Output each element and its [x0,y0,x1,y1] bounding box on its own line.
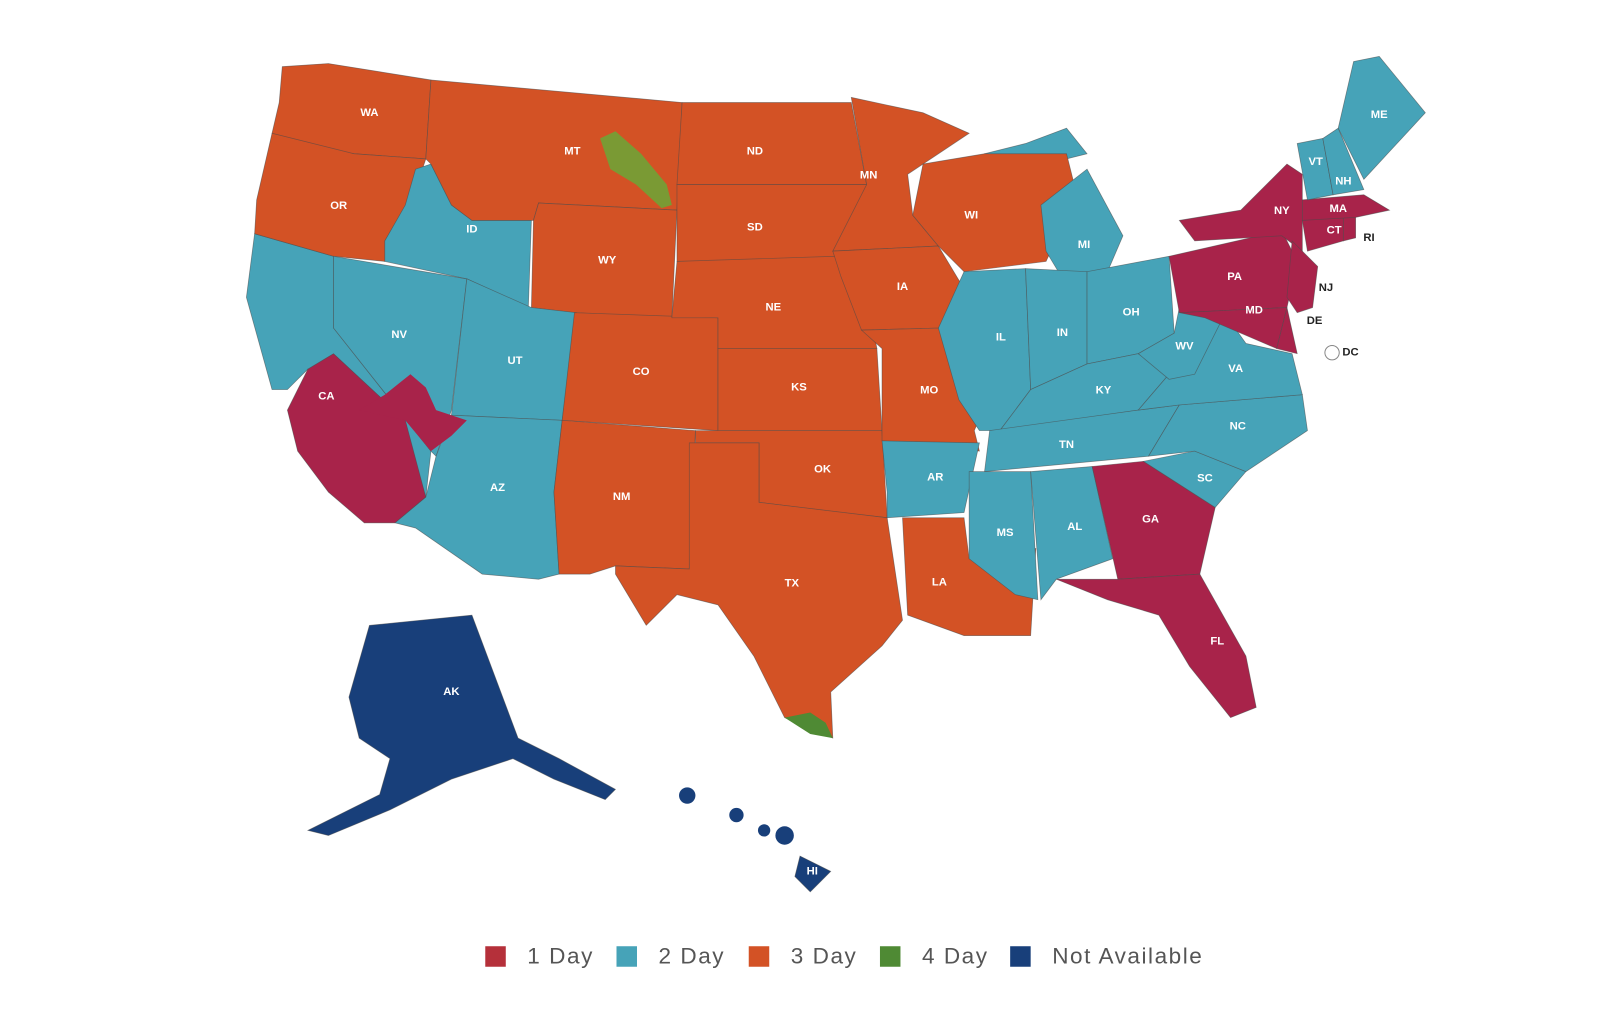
state-label: OK [814,464,832,476]
state-label: TN [1059,439,1074,451]
state-label: SD [747,222,763,234]
state-label: IA [897,281,908,293]
nv-south-region [359,374,467,452]
state-label: RI [1363,232,1374,244]
state-label: CO [633,366,650,378]
legend-label: 4 Day [922,943,989,968]
state [1179,307,1288,350]
state-label: AR [927,472,943,484]
state-label: ND [747,146,763,158]
legend-label: 1 Day [527,943,594,968]
hi-island [679,787,696,804]
state-label: VA [1228,363,1243,375]
legend-swatch [616,946,637,967]
state-label: MS [997,527,1014,539]
state [912,153,1078,273]
state-label: CA [318,391,334,403]
state-label: KS [791,382,807,394]
legend-swatch [1010,946,1031,967]
state-label: NJ [1319,282,1333,294]
state-label: UT [507,355,522,367]
state [1030,466,1114,601]
state-label: KY [1096,385,1112,397]
state [676,102,868,185]
hi-island [757,824,771,837]
state [306,614,617,836]
state-label: DC [1342,347,1358,359]
state-label: NE [766,302,782,314]
state [1276,307,1298,355]
state-label: ID [466,224,477,236]
tx-4day-region [784,712,833,739]
state-label: MO [920,385,938,397]
legend-swatch [485,946,506,967]
state-label: AZ [490,482,505,494]
state [287,353,427,524]
state-label: WA [360,107,378,119]
state-label: OR [330,200,347,212]
hi-island [729,807,744,823]
state-label: ME [1371,109,1388,121]
state-label: IL [996,331,1006,343]
state-label: NY [1274,205,1290,217]
state-label: MD [1245,305,1263,317]
mt-4day-region [600,131,672,209]
state-label: TX [785,577,800,589]
state-label: GA [1142,514,1159,526]
state [1091,460,1216,580]
state-label: AL [1067,521,1082,533]
state-label: WI [964,209,978,221]
legend-swatch [748,946,770,967]
dc-marker [1324,344,1340,361]
state-label: MI [1078,239,1091,251]
hi-island [775,826,794,845]
state [1342,214,1357,242]
state-label: WY [598,254,617,266]
state-label: IN [1057,327,1068,339]
state [1286,240,1319,314]
state-label: CT [1327,225,1342,237]
state-label: MN [860,169,878,181]
state [881,440,980,519]
state-label: FL [1210,636,1224,648]
state [425,79,683,221]
state-label: MT [564,146,580,158]
state [1322,127,1365,196]
state-label: HI [807,865,818,877]
states: WA OR CA NV ID MT WY UT AZ CO NM ND SD NE KS OK TX MN IA MO… [254,55,1426,893]
state-label: LA [932,576,947,588]
state-label: OH [1123,307,1140,319]
state [1337,55,1426,181]
state-label: SC [1197,473,1213,485]
legend: 1 Day 2 Day 3 Day 4 Day Not Available [485,943,1203,968]
legend-label: 2 Day [659,943,726,968]
state [1056,573,1257,719]
state-label: PA [1227,271,1242,283]
state [1301,194,1391,221]
legend-label: Not Available [1052,943,1203,968]
state [794,855,832,893]
state-label: NM [613,491,631,503]
state-label: WV [1175,340,1194,352]
state-label: DE [1307,315,1323,327]
legend-swatch [879,946,901,967]
state-label: NV [391,329,407,341]
state-label: VT [1308,156,1323,168]
state-label: NH [1335,175,1351,187]
state-label: MA [1329,203,1347,215]
state-label: AK [443,686,460,698]
state [968,471,1039,601]
legend-label: 3 Day [791,943,858,968]
state-label: NC [1230,420,1246,432]
